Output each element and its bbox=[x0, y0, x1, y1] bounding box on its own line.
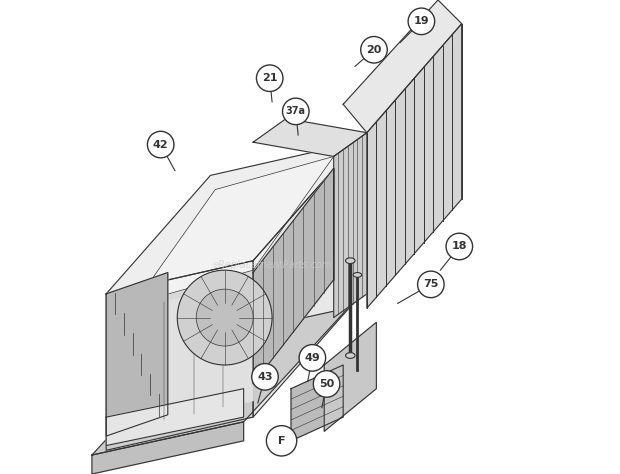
Circle shape bbox=[408, 8, 435, 35]
Polygon shape bbox=[135, 282, 253, 427]
Text: 43: 43 bbox=[257, 372, 273, 382]
Circle shape bbox=[148, 131, 174, 158]
Circle shape bbox=[252, 364, 278, 390]
Ellipse shape bbox=[345, 353, 355, 358]
Circle shape bbox=[446, 233, 472, 260]
Text: 21: 21 bbox=[262, 73, 278, 83]
Polygon shape bbox=[367, 24, 462, 308]
Circle shape bbox=[197, 289, 253, 346]
Polygon shape bbox=[135, 156, 334, 303]
Text: 75: 75 bbox=[423, 279, 438, 290]
Circle shape bbox=[313, 371, 340, 397]
Ellipse shape bbox=[345, 258, 355, 264]
Circle shape bbox=[418, 271, 444, 298]
Polygon shape bbox=[253, 168, 334, 384]
Ellipse shape bbox=[353, 273, 361, 277]
Circle shape bbox=[267, 426, 297, 456]
Polygon shape bbox=[92, 308, 348, 455]
Polygon shape bbox=[291, 365, 343, 441]
Text: 37a: 37a bbox=[286, 106, 306, 117]
Polygon shape bbox=[92, 422, 244, 474]
Circle shape bbox=[283, 98, 309, 125]
Text: 49: 49 bbox=[304, 353, 321, 363]
Polygon shape bbox=[334, 133, 367, 318]
Text: 19: 19 bbox=[414, 16, 429, 27]
Text: 18: 18 bbox=[451, 241, 467, 252]
Text: 20: 20 bbox=[366, 45, 382, 55]
Text: eReplacementParts.com: eReplacementParts.com bbox=[212, 260, 332, 271]
Polygon shape bbox=[106, 142, 357, 294]
Polygon shape bbox=[343, 0, 462, 133]
Polygon shape bbox=[253, 118, 367, 156]
Polygon shape bbox=[106, 389, 244, 446]
Text: F: F bbox=[278, 436, 285, 446]
Circle shape bbox=[257, 65, 283, 91]
Circle shape bbox=[361, 36, 388, 63]
Polygon shape bbox=[324, 322, 376, 431]
Circle shape bbox=[177, 270, 272, 365]
Polygon shape bbox=[106, 261, 253, 450]
Polygon shape bbox=[253, 142, 357, 417]
Text: 42: 42 bbox=[153, 139, 169, 150]
Polygon shape bbox=[106, 273, 168, 436]
Text: 50: 50 bbox=[319, 379, 334, 389]
Circle shape bbox=[299, 345, 326, 371]
